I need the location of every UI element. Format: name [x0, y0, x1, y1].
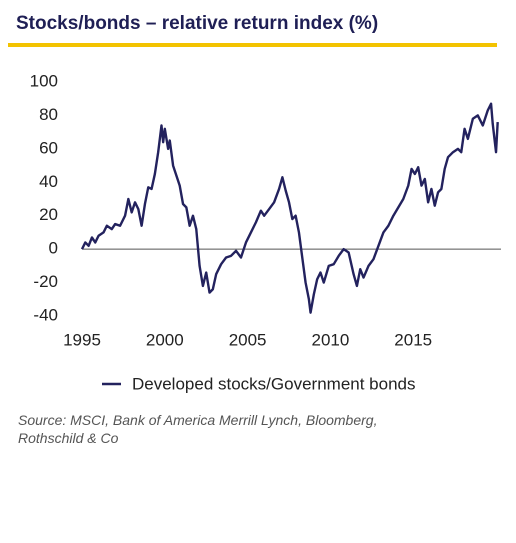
y-tick-label: 80: [39, 105, 58, 124]
x-tick-label: 1995: [63, 330, 101, 349]
y-tick-label: 0: [49, 239, 58, 258]
title-rule: [8, 43, 497, 47]
x-tick-label: 2000: [146, 330, 184, 349]
x-tick-label: 2010: [312, 330, 350, 349]
x-tick-label: 2015: [394, 330, 432, 349]
y-tick-label: -20: [33, 272, 58, 291]
y-tick-label: -40: [33, 305, 58, 324]
source-note: Source: MSCI, Bank of America Merrill Ly…: [18, 412, 378, 446]
series-line: [80, 102, 499, 314]
y-tick-label: 100: [30, 71, 58, 90]
y-tick-label: 20: [39, 205, 58, 224]
x-tick-label: 2005: [229, 330, 267, 349]
y-tick-label: 60: [39, 138, 58, 157]
y-tick-label: 40: [39, 172, 58, 191]
legend-label: Developed stocks/Government bonds: [132, 374, 416, 393]
chart-title: Stocks/bonds – relative return index (%): [16, 13, 378, 34]
